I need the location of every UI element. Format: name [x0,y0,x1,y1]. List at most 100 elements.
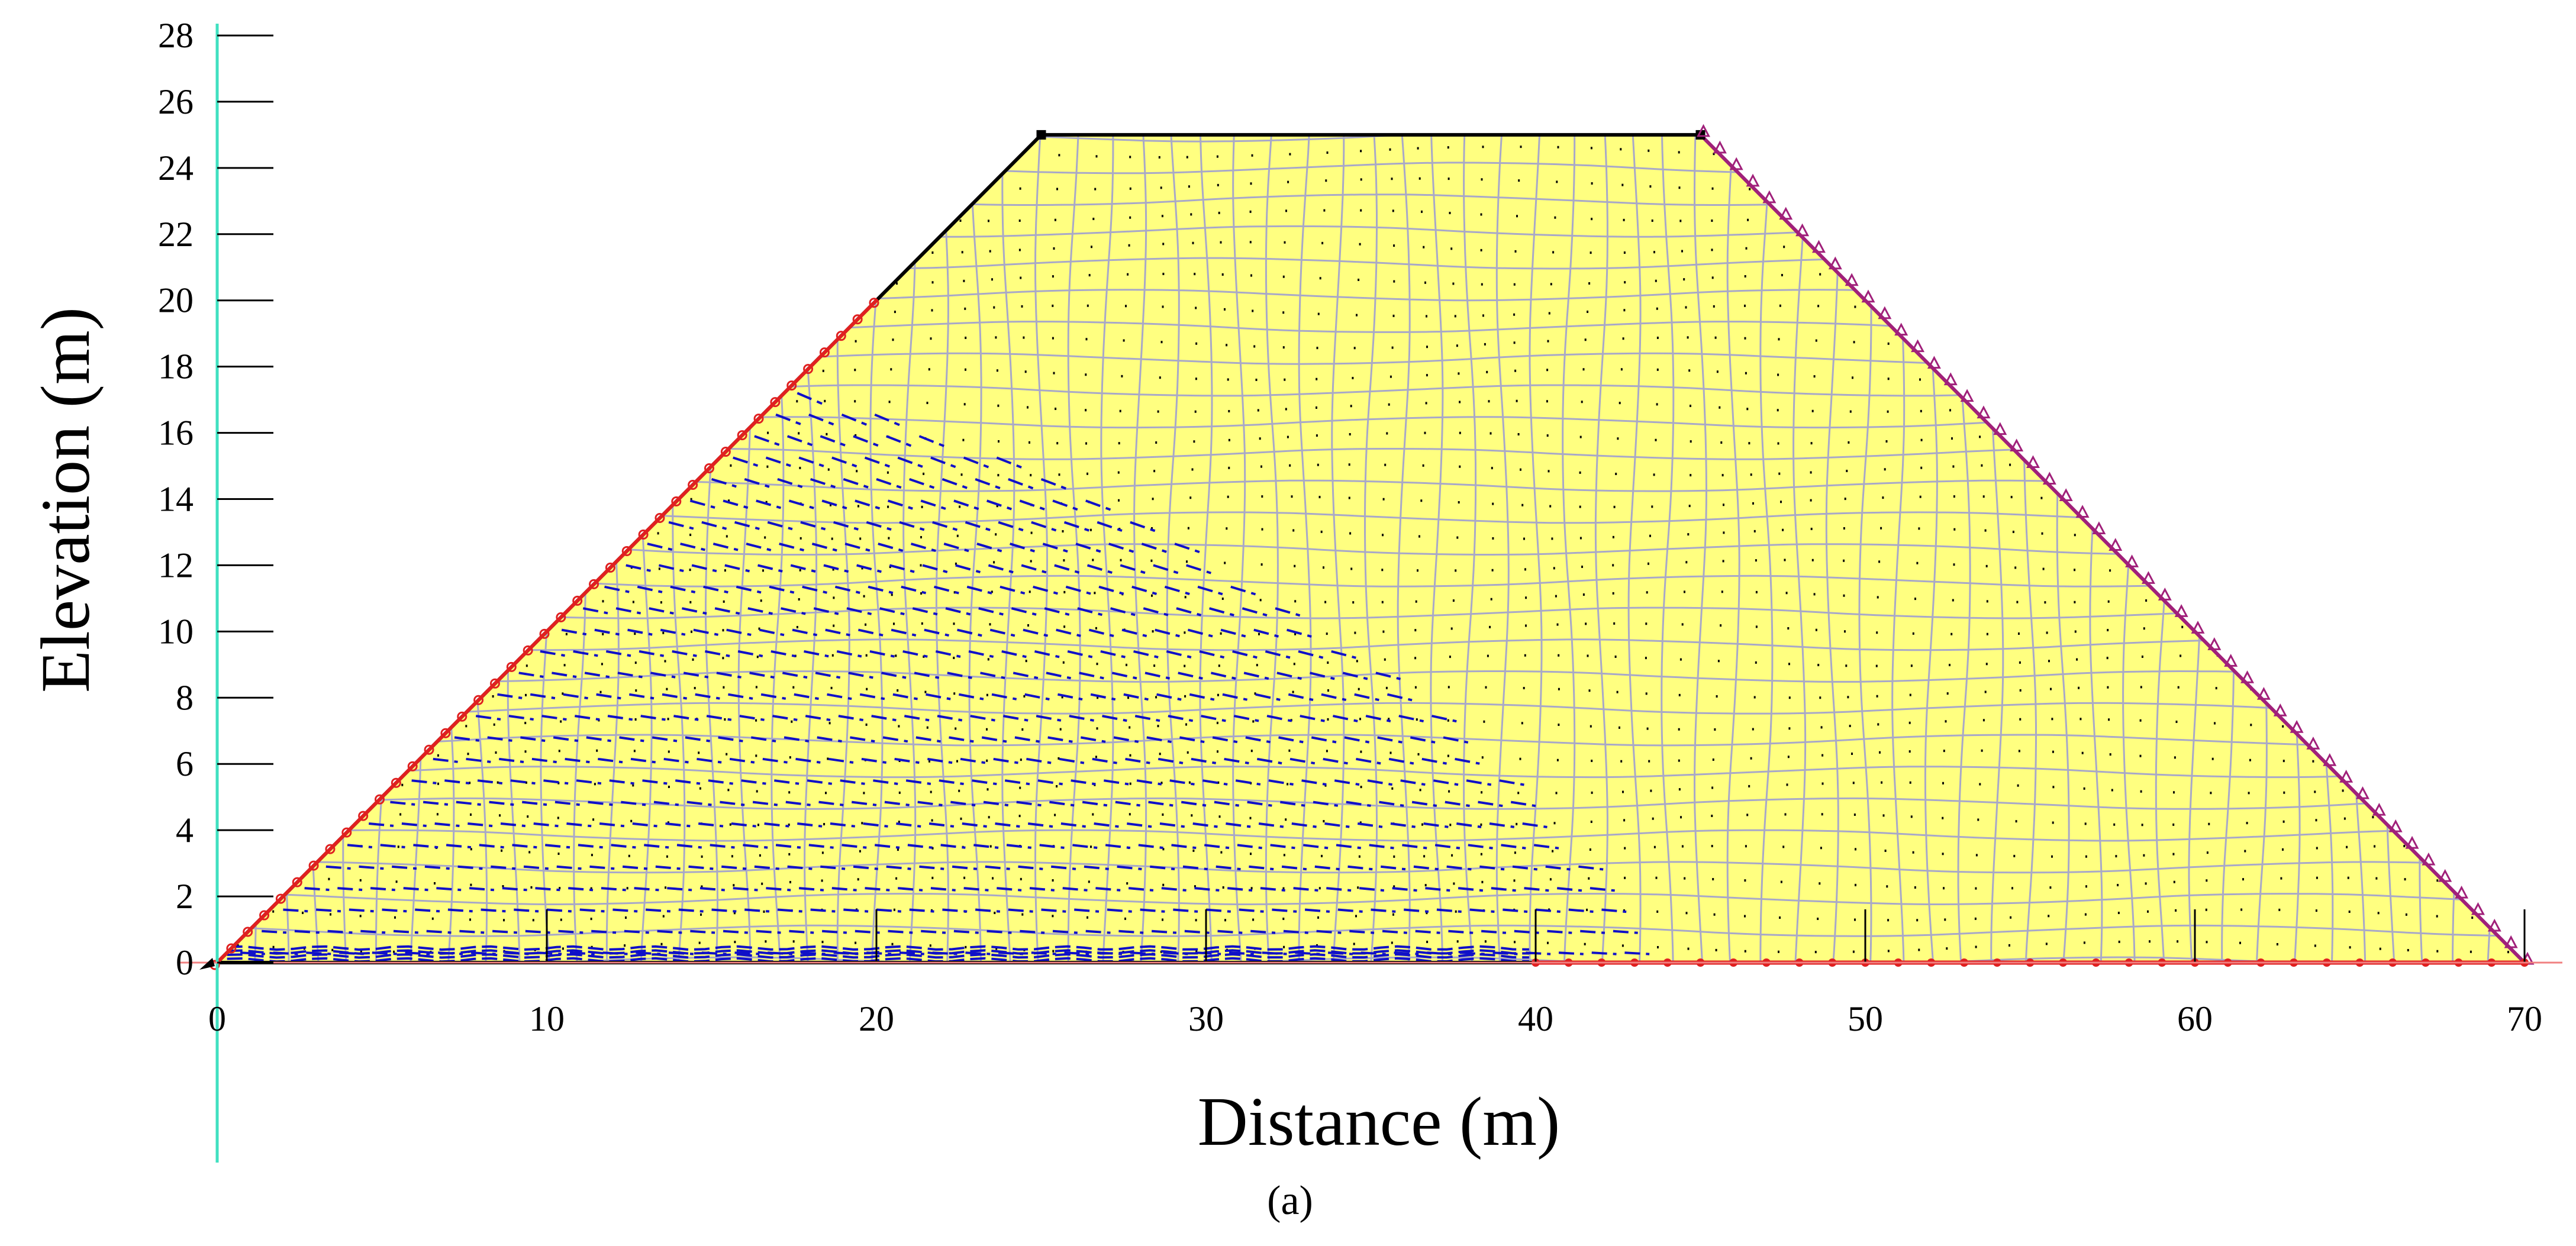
seepage-face-marker [2471,902,2485,915]
seepage-face-marker [1795,223,1810,237]
seepage-face-marker [2158,588,2172,601]
head-node-marker [308,860,319,871]
head-node-marker [572,595,583,606]
x-tick-label: 50 [1848,999,1883,1038]
y-tick-label: 18 [158,347,194,386]
head-node-marker [358,811,369,821]
seepage-face-marker [2306,737,2320,750]
downstream-slope-line [1699,133,2526,964]
head-node-marker [589,579,599,589]
seepage-face-marker [1878,306,1892,319]
seepage-face-marker [2290,720,2304,733]
head-node-marker [292,877,302,887]
seepage-face-marker [2224,654,2238,667]
seepage-face-marker [1927,356,1941,369]
crest-corner-marker [1695,130,1705,140]
seepage-face-marker [2422,852,2436,866]
seepage-face-marker [2042,472,2056,485]
x-axis-title: Distance (m) [1198,1083,1561,1160]
seepage-face-marker [2092,521,2106,534]
head-node-marker [341,827,352,838]
seepage-face-marker [2504,935,2518,948]
head-node-marker [638,529,649,540]
seepage-face-marker [1894,322,1908,336]
seepage-face-marker [1960,389,1974,402]
seepage-face-marker [2487,918,2501,932]
head-node-marker [407,761,418,772]
x-tick-label: 20 [859,999,894,1038]
head-node-marker [737,430,747,441]
head-node-marker [556,612,566,622]
head-node-marker [489,678,500,689]
y-tick-label: 4 [176,811,194,850]
y-tick-label: 24 [158,149,194,188]
head-node-marker [819,347,830,358]
y-tick-label: 14 [158,480,194,519]
head-node-marker [869,298,879,308]
seepage-face-marker [1828,256,1842,270]
head-node-marker [243,927,253,937]
seepage-face-marker [2256,687,2271,700]
head-node-marker [473,695,484,705]
y-tick-label: 28 [158,16,194,55]
seepage-face-marker [1943,372,1958,386]
head-node-marker [539,628,550,639]
head-node-marker [391,777,401,788]
crest-corner-marker [1036,130,1046,140]
head-node-marker [523,645,533,656]
seepage-face-marker [2240,670,2255,683]
seepage-face-marker [2174,604,2188,617]
x-tick-label: 0 [208,999,226,1038]
y-tick-label: 2 [176,877,194,916]
seepage-face-marker [2273,703,2287,716]
flow-vector-lines [227,392,1650,963]
seepage-face-marker [2372,802,2386,816]
seepage-face-marker [2059,488,2073,501]
head-node-marker [457,711,468,722]
head-node-marker [655,512,665,523]
head-node-marker [786,380,797,391]
x-tick-label: 40 [1518,999,1553,1038]
seepage-face-marker [2010,438,2024,452]
seepage-face-marker [1729,157,1743,170]
figure-caption: (a) [1267,1178,1313,1224]
seepage-face-marker [2356,786,2369,799]
head-node-marker [671,496,682,506]
head-node-marker [770,397,781,408]
head-node-marker [375,794,385,805]
y-tick-label: 10 [158,612,194,651]
seepage-face-marker [2125,554,2139,567]
y-tick-label: 22 [158,215,194,254]
y-tick-label: 6 [176,744,194,783]
seepage-face-marker [2026,455,2040,469]
head-node-marker [753,414,764,424]
y-tick-label: 0 [176,943,194,982]
head-node-marker [621,545,632,556]
head-node-marker [424,744,434,755]
seepage-face-marker [2191,621,2205,634]
seepage-face-marker [1911,339,1925,353]
seepage-face-marker [1762,190,1777,204]
flow-vectors [227,392,1650,963]
seepage-face-marker [2339,769,2353,783]
head-node-marker [704,463,714,474]
seepage-face-marker [1746,173,1760,187]
seepage-face-marker [1977,405,1991,419]
y-tick-label: 26 [158,82,194,121]
y-tick-label: 20 [158,281,194,320]
head-node-marker [325,844,336,854]
y-tick-label: 8 [176,678,194,717]
head-node-marker [605,562,615,573]
seepage-face-marker [1779,206,1793,220]
seepage-face-marker [1861,289,1875,303]
seepage-face-marker [1713,140,1727,154]
head-node-marker [226,943,237,954]
head-node-marker [803,364,814,375]
seepage-face-marker [1993,422,2007,435]
seepage-face-marker [2075,505,2090,518]
x-tick-label: 60 [2177,999,2213,1038]
head-node-marker [688,480,698,490]
origin-arrow-icon [199,958,215,970]
y-tick-label: 16 [158,414,194,453]
